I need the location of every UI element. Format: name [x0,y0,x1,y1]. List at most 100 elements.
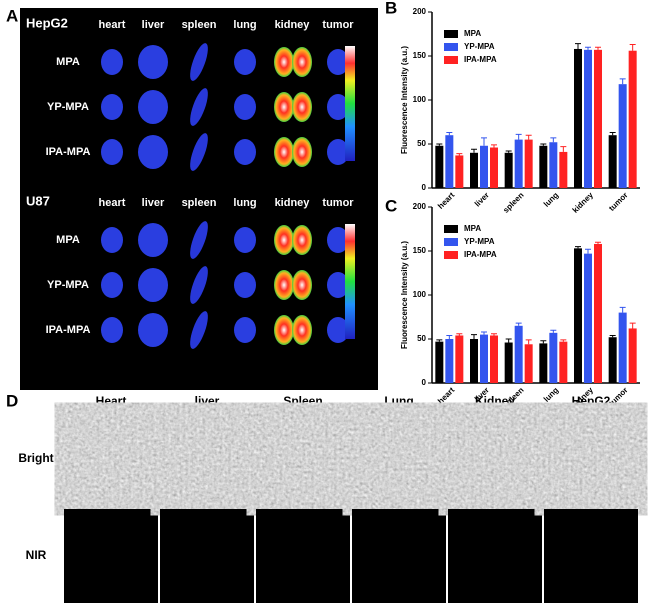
bar [490,147,498,188]
y-tick-label: 200 [413,7,427,16]
error-bar [491,333,497,336]
column-label: lung [233,197,256,209]
organ-image [101,317,123,343]
x-tick-label: liver [473,191,491,209]
organ-image [138,313,168,347]
column-label: liver [142,197,165,209]
error-bar [575,43,581,49]
legend-label: YP-MPA [464,237,495,246]
x-tick-label: kidney [571,190,596,215]
organ-image [101,272,123,298]
nir-image [160,509,254,603]
color-bar [345,46,355,161]
panel-label: C [385,196,397,215]
bright-image [448,412,542,506]
organ-image [101,227,123,253]
error-bar [446,334,453,339]
organ-image [327,317,349,343]
organ-image [190,221,208,259]
column-label: Heart [96,394,127,408]
organ-image [274,225,294,255]
row-label: IPA-MPA [46,146,91,158]
x-tick-label: heart [436,385,456,405]
organ-image [327,94,349,120]
column-label: heart [99,19,126,31]
bar [539,343,548,383]
bar [514,139,523,188]
organ-image [292,47,312,77]
bright-image [352,412,446,506]
y-tick-label: 200 [413,202,427,211]
color-bar [345,224,355,339]
organ-image [234,94,256,120]
bar [470,339,478,383]
group-label: HepG2 [26,15,68,30]
legend-swatch [444,238,458,246]
error-bar [505,338,512,343]
legend-swatch [444,43,458,51]
column-label: heart [99,197,126,209]
y-axis-title: Fluorescence Intensity (a.u.) [400,241,409,349]
bar [628,328,637,383]
legend-label: YP-MPA [464,42,495,51]
bar [445,135,454,188]
legend-label: MPA [464,29,481,38]
bar [549,332,558,383]
bar [628,50,637,188]
error-bar [585,46,591,50]
nir-image [448,509,542,603]
x-tick-label: spleen [501,190,525,214]
organ-image [234,272,256,298]
bar [608,135,617,188]
error-bar [515,322,522,326]
row-label: IPA-MPA [46,324,91,336]
organ-image [274,47,294,77]
column-label: tumor [322,197,354,209]
error-bar [629,322,636,329]
nir-image [64,509,158,603]
bar [559,151,568,188]
organ-image [234,227,256,253]
y-tick-label: 150 [413,51,427,60]
error-bar [446,132,453,136]
row-label: Bright [18,451,53,465]
organ-image [292,92,312,122]
organ-image [292,137,312,167]
error-bar [619,306,626,313]
error-bar [481,331,487,335]
bar [445,339,454,383]
column-label: kidney [275,19,311,31]
bar [480,145,488,188]
organ-image [327,139,349,165]
bar [470,152,478,188]
organ-image [101,94,123,120]
column-label: kidney [275,197,311,209]
organ-image [138,268,168,302]
organ-image [234,317,256,343]
column-label: spleen [182,19,217,31]
column-label: Kidney [475,394,515,408]
bright-image [256,412,350,506]
organ-image [101,139,123,165]
bright-image [160,412,254,506]
column-label: Lung [384,394,413,408]
bar [524,139,533,188]
bar [574,48,582,189]
legend-swatch [444,225,458,233]
organ-image [138,45,168,79]
error-bar [560,339,567,342]
bar [455,335,464,383]
organ-image [292,315,312,345]
bright-image [64,412,158,506]
error-bar [456,333,463,336]
bar [549,142,558,188]
error-bar [609,334,616,338]
bar [524,344,533,383]
organ-image [190,133,208,171]
error-bar [619,78,626,85]
nir-image [544,509,638,603]
organ-image [190,266,208,304]
legend-label: IPA-MPA [464,55,497,64]
nir-image [256,509,350,603]
